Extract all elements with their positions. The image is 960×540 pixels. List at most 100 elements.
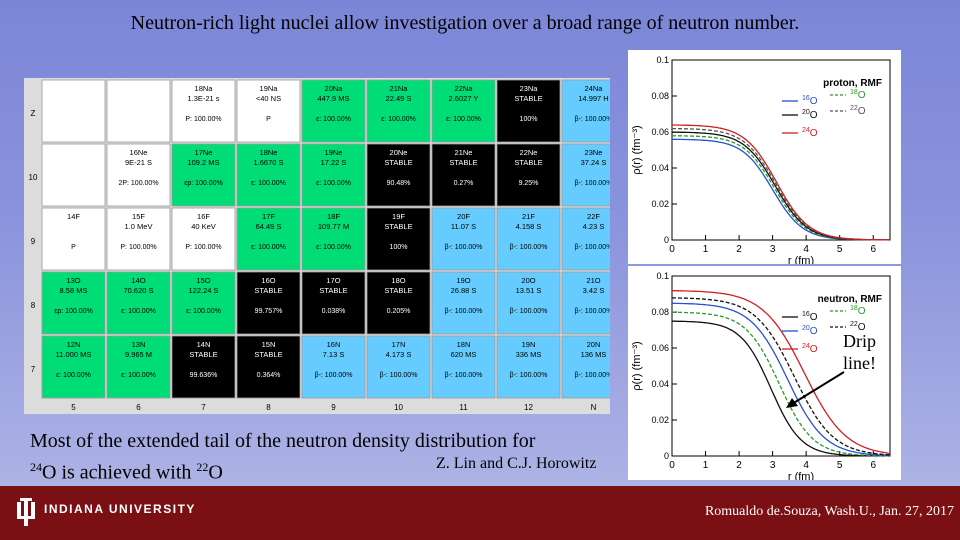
nuclide-halflife: 70.620 S <box>123 286 153 295</box>
density-series-20O <box>672 302 891 457</box>
y-tick-label: 0.1 <box>656 271 669 281</box>
nuclide-cell-bg <box>171 207 236 271</box>
nuclide-halflife: 40 KeV <box>191 222 216 231</box>
nuclide-name: 17F <box>262 212 275 221</box>
nuclide-halflife: STABLE <box>254 350 282 359</box>
nuclide-decay: 100% <box>520 116 538 123</box>
nuclide-halflife: 2.6027 Y <box>449 94 479 103</box>
n-label: 6 <box>136 403 141 412</box>
nuclide-name: 15F <box>132 212 145 221</box>
nuclide-cell-bg <box>301 143 366 207</box>
nuclide-name: 20O <box>521 276 535 285</box>
nuclide-decay: β-: 100.00% <box>510 308 548 315</box>
nuclide-decay: β-: 100.00% <box>575 116 610 123</box>
nuclide-name: 19O <box>456 276 470 285</box>
n-label: 5 <box>71 403 76 412</box>
nuclide-decay: ε: 100.00% <box>316 244 351 251</box>
x-tick-label: 6 <box>870 244 876 255</box>
nuclide-decay: ε: 100.00% <box>446 116 481 123</box>
nuclide-decay: εp: 100.00% <box>54 308 93 315</box>
nuclide-decay: 99.636% <box>190 372 218 379</box>
nuclide-name: 21Na <box>390 84 409 93</box>
x-tick-label: 4 <box>803 460 809 471</box>
nuclide-cell <box>41 143 106 207</box>
iso2-symbol: O <box>208 461 223 484</box>
nuclide-halflife: STABLE <box>189 350 217 359</box>
nuclide-decay: β-: 100.00% <box>575 308 610 315</box>
nuclide-cell-bg <box>431 207 496 271</box>
nuclide-name: 20Ne <box>390 148 408 157</box>
nuclide-cell-bg <box>366 79 431 143</box>
nuclide-halflife: 37.24 S <box>581 158 607 167</box>
nuclide-cell-bg <box>106 79 171 143</box>
nuclide-decay: 99.757% <box>255 308 283 315</box>
iso1-mass: 24 <box>30 460 42 474</box>
n-label: 8 <box>266 403 271 412</box>
nuclide-decay: β-: 100.00% <box>575 180 610 187</box>
nuclide-decay: ε: 100.00% <box>121 308 156 315</box>
caption-mid: is achieved with <box>56 461 197 484</box>
nuclide-name: 21F <box>522 212 535 221</box>
nuclide-halflife: 336 MS <box>516 350 542 359</box>
nuclide-cell-bg <box>106 143 171 207</box>
y-tick-label: 0 <box>664 451 669 461</box>
plot-frame <box>671 59 891 241</box>
iu-trident-icon <box>17 498 35 526</box>
legend-label: 24O <box>802 343 818 355</box>
nuclide-name: 22F <box>587 212 600 221</box>
x-tick-label: 5 <box>837 460 843 471</box>
x-tick-label: 6 <box>870 460 876 471</box>
nuclide-decay: εp: 100.00% <box>184 180 223 187</box>
density-series-22O <box>672 297 891 456</box>
nuclide-cell-bg <box>366 143 431 207</box>
legend-label: 16O <box>802 311 818 323</box>
legend-label: 22O <box>850 105 866 117</box>
y-tick-label: 0.06 <box>651 127 669 137</box>
nuclide-name: 19F <box>392 212 405 221</box>
nuclide-cell-bg <box>301 335 366 399</box>
nuclide-cell <box>106 79 171 143</box>
neutron-density-plot: 0 1 2 3 4 5 6 0.1 0.08 0.06 0.04 0.02 0 r (fm) ρ(r) (f… <box>628 266 901 483</box>
nuclide-cell-bg <box>41 143 106 207</box>
nuclide-cell-bg <box>41 207 106 271</box>
nuclide-decay: ε: 100.00% <box>251 180 286 187</box>
nuclide-name: 13O <box>66 276 80 285</box>
drip-note-line2: line! <box>843 353 876 373</box>
nuclide-halflife: STABLE <box>514 158 542 167</box>
nuclide-halflife: 14.997 H <box>578 94 608 103</box>
nuclide-cell-bg <box>236 271 301 335</box>
nuclide-decay: 9.25% <box>519 180 539 187</box>
nuclide-decay: 0.364% <box>257 372 281 379</box>
drip-note-line1: Drip <box>843 331 876 351</box>
nuclide-decay: P: 100.00% <box>185 244 221 251</box>
nuclide-cell-bg <box>106 207 171 271</box>
z-label: 10 <box>29 173 38 182</box>
nuclide-halflife: 136 MS <box>581 350 607 359</box>
nuclide-cell-bg <box>236 207 301 271</box>
nuclide-name: 20Na <box>325 84 344 93</box>
nuclide-halflife: 64.49 S <box>256 222 282 231</box>
nuclide-cell-bg <box>431 271 496 335</box>
nuclide-cell-bg <box>366 271 431 335</box>
nuclide-cell-bg <box>561 143 610 207</box>
nuclide-name: 16F <box>197 212 210 221</box>
nuclide-decay: β-: 100.00% <box>510 372 548 379</box>
density-series-16O <box>672 320 890 457</box>
nuclide-name: 17O <box>326 276 340 285</box>
